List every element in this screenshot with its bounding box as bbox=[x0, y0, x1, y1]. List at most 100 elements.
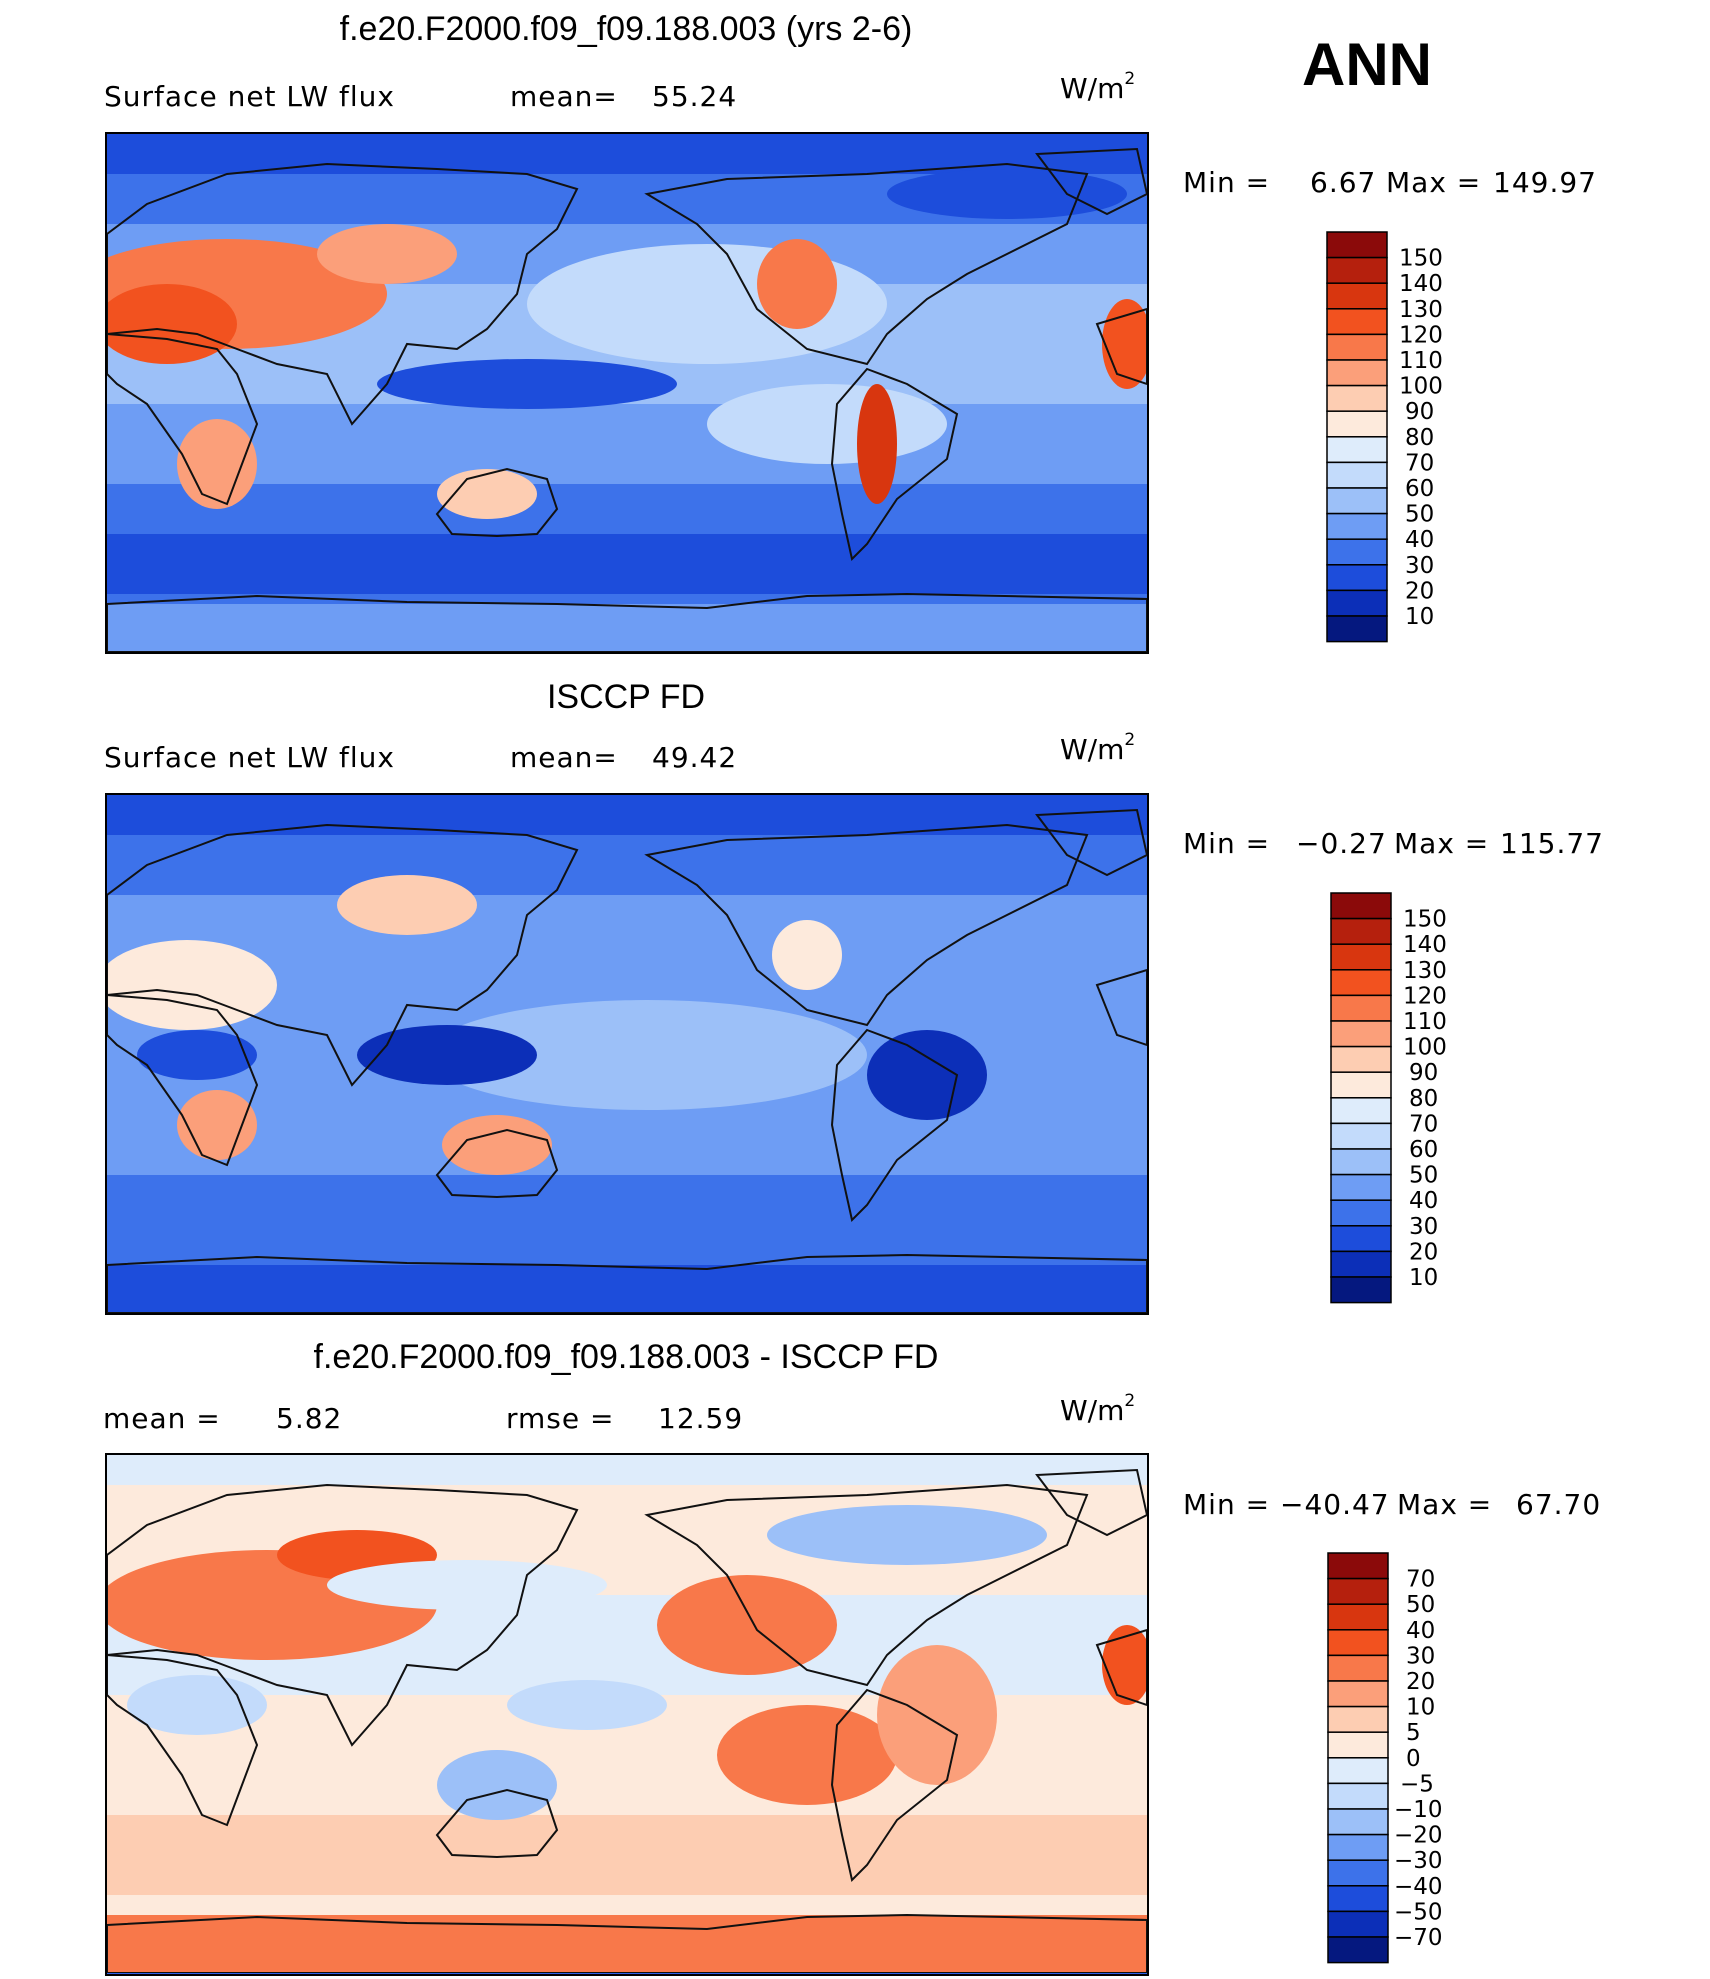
colorbar-1-swatch bbox=[1326, 231, 1388, 259]
colorbar-3-tick-label: 20 bbox=[1406, 1669, 1435, 1695]
colorbar-2-swatch bbox=[1330, 1225, 1392, 1253]
panel-3-max-value: 67.70 bbox=[1516, 1488, 1602, 1521]
colorbar-1-swatch bbox=[1326, 461, 1388, 489]
colorbar-3-tick-label: 10 bbox=[1406, 1695, 1435, 1721]
colorbar-3-tick-label: −30 bbox=[1394, 1848, 1443, 1874]
panel-1-variable-label: Surface net LW flux bbox=[104, 80, 395, 113]
panel-2-max-value: 115.77 bbox=[1500, 827, 1604, 860]
colorbar-1-swatch bbox=[1326, 384, 1388, 412]
colorbar-3-tick-label: 30 bbox=[1406, 1643, 1435, 1669]
colorbar-3-tick-label: 50 bbox=[1406, 1592, 1435, 1618]
colorbar-3-tick-label: 5 bbox=[1406, 1720, 1421, 1746]
panel-3-rmse-label: rmse = bbox=[506, 1402, 615, 1435]
colorbar-2-tick-label: 100 bbox=[1403, 1035, 1447, 1061]
panel-3-rmse-value: 12.59 bbox=[658, 1402, 744, 1435]
colorbar-2-swatch bbox=[1330, 1276, 1392, 1304]
colorbar-2-tick-label: 10 bbox=[1409, 1265, 1438, 1291]
panel-3-mean-value: 5.82 bbox=[276, 1402, 343, 1435]
colorbar-2-tick-label: 70 bbox=[1409, 1111, 1438, 1137]
colorbar-2-swatch bbox=[1330, 1250, 1392, 1278]
colorbar-2-tick-label: 110 bbox=[1403, 1009, 1447, 1035]
colorbar-1-swatch bbox=[1326, 256, 1388, 284]
colorbar-1-swatch bbox=[1326, 564, 1388, 592]
panel-2-min-label: Min = bbox=[1183, 827, 1271, 860]
colorbar-1-swatch bbox=[1326, 538, 1388, 566]
panel-2-mean-value: 49.42 bbox=[652, 741, 738, 774]
colorbar-3-tick-label: −20 bbox=[1394, 1823, 1443, 1849]
colorbar-3-swatch bbox=[1327, 1680, 1389, 1708]
colorbar-3-swatch bbox=[1327, 1731, 1389, 1759]
panel-3-units: W/m2 bbox=[1060, 1390, 1136, 1427]
colorbar-1-tick-label: 100 bbox=[1399, 374, 1443, 400]
colorbar-2-swatch bbox=[1330, 1199, 1392, 1227]
colorbar-2-tick-label: 130 bbox=[1403, 958, 1447, 984]
colorbar-1-tick-label: 130 bbox=[1399, 297, 1443, 323]
colorbar-3-tick-label: −70 bbox=[1394, 1925, 1443, 1951]
colorbar-1-tick-label: 110 bbox=[1399, 348, 1443, 374]
colorbar-2-swatch bbox=[1330, 1148, 1392, 1176]
season-label: ANN bbox=[1302, 31, 1432, 98]
colorbar-3-tick-label: −40 bbox=[1394, 1874, 1443, 1900]
panel-2-max-label: Max = bbox=[1394, 827, 1490, 860]
colorbar-1-swatch bbox=[1326, 308, 1388, 336]
colorbar-2-swatch bbox=[1330, 1173, 1392, 1201]
panel-3-min-value: −40.47 bbox=[1280, 1488, 1390, 1521]
colorbar-2-swatch bbox=[1330, 1045, 1392, 1073]
colorbar-2-tick-label: 120 bbox=[1403, 983, 1447, 1009]
colorbar-2-tick-label: 150 bbox=[1403, 907, 1447, 933]
colorbar-2-swatch bbox=[1330, 917, 1392, 945]
panel-1-mean-label: mean= bbox=[510, 80, 618, 113]
colorbar-3-swatch bbox=[1327, 1833, 1389, 1861]
colorbar-2-swatch bbox=[1330, 1020, 1392, 1048]
colorbar-1-swatch bbox=[1326, 282, 1388, 310]
colorbar-2-tick-label: 90 bbox=[1409, 1060, 1438, 1086]
colorbar-2-swatch bbox=[1330, 1071, 1392, 1099]
colorbar-1-swatch bbox=[1326, 333, 1388, 361]
panel-3-mean-label: mean = bbox=[103, 1402, 221, 1435]
colorbar-3-tick-label: −10 bbox=[1394, 1797, 1443, 1823]
colorbar-1-tick-label: 20 bbox=[1405, 578, 1434, 604]
panel-2-title: ISCCP FD bbox=[546, 678, 706, 716]
panel-3-map bbox=[105, 1453, 1149, 1976]
panel-1-max-label: Max = bbox=[1386, 166, 1482, 199]
colorbar-1-tick-label: 120 bbox=[1399, 322, 1443, 348]
colorbar-2-swatch bbox=[1330, 1097, 1392, 1125]
colorbar-1-swatch bbox=[1326, 615, 1388, 643]
colorbar-2-tick-label: 80 bbox=[1409, 1086, 1438, 1112]
colorbar-1-tick-label: 40 bbox=[1405, 527, 1434, 553]
panel-2-mean-label: mean= bbox=[510, 741, 618, 774]
panel-1-min-label: Min = bbox=[1183, 166, 1271, 199]
colorbar-3-swatch bbox=[1327, 1603, 1389, 1631]
panel-2-map bbox=[105, 793, 1149, 1315]
colorbar-3-tick-label: −50 bbox=[1394, 1899, 1443, 1925]
colorbar-2-tick-label: 40 bbox=[1409, 1188, 1438, 1214]
colorbar-3-swatch bbox=[1327, 1577, 1389, 1605]
panel-2-min-value: −0.27 bbox=[1296, 827, 1387, 860]
colorbar-2-tick-label: 30 bbox=[1409, 1214, 1438, 1240]
colorbar-3-swatch bbox=[1327, 1629, 1389, 1657]
colorbar-1-tick-label: 140 bbox=[1399, 271, 1443, 297]
colorbar-3-swatch bbox=[1327, 1936, 1389, 1964]
colorbar-1-tick-label: 30 bbox=[1405, 553, 1434, 579]
panel-1-min-value: 6.67 bbox=[1310, 166, 1377, 199]
colorbar-2-swatch bbox=[1330, 969, 1392, 997]
colorbar-2-tick-label: 50 bbox=[1409, 1163, 1438, 1189]
colorbar-3-tick-label: −5 bbox=[1400, 1771, 1434, 1797]
colorbar-3-swatch bbox=[1327, 1552, 1389, 1580]
colorbar-2-tick-label: 20 bbox=[1409, 1239, 1438, 1265]
panel-2-variable-label: Surface net LW flux bbox=[104, 741, 395, 774]
panel-2-units: W/m2 bbox=[1060, 729, 1136, 766]
colorbar-3-tick-label: 40 bbox=[1406, 1618, 1435, 1644]
colorbar-3-tick-label: 0 bbox=[1406, 1746, 1421, 1772]
colorbar-1-tick-label: 70 bbox=[1405, 450, 1434, 476]
colorbar-3-swatch bbox=[1327, 1757, 1389, 1785]
colorbar-2-swatch bbox=[1330, 1122, 1392, 1150]
panel-1-title: f.e20.F2000.f09_f09.188.003 (yrs 2-6) bbox=[339, 10, 913, 48]
colorbar-2-swatch bbox=[1330, 994, 1392, 1022]
colorbar-3-swatch bbox=[1327, 1885, 1389, 1913]
colorbar-1-tick-label: 90 bbox=[1405, 399, 1434, 425]
colorbar-2-tick-label: 140 bbox=[1403, 932, 1447, 958]
colorbar-3-swatch bbox=[1327, 1782, 1389, 1810]
colorbar-1-tick-label: 10 bbox=[1405, 604, 1434, 630]
panel-3-min-label: Min = bbox=[1183, 1488, 1271, 1521]
